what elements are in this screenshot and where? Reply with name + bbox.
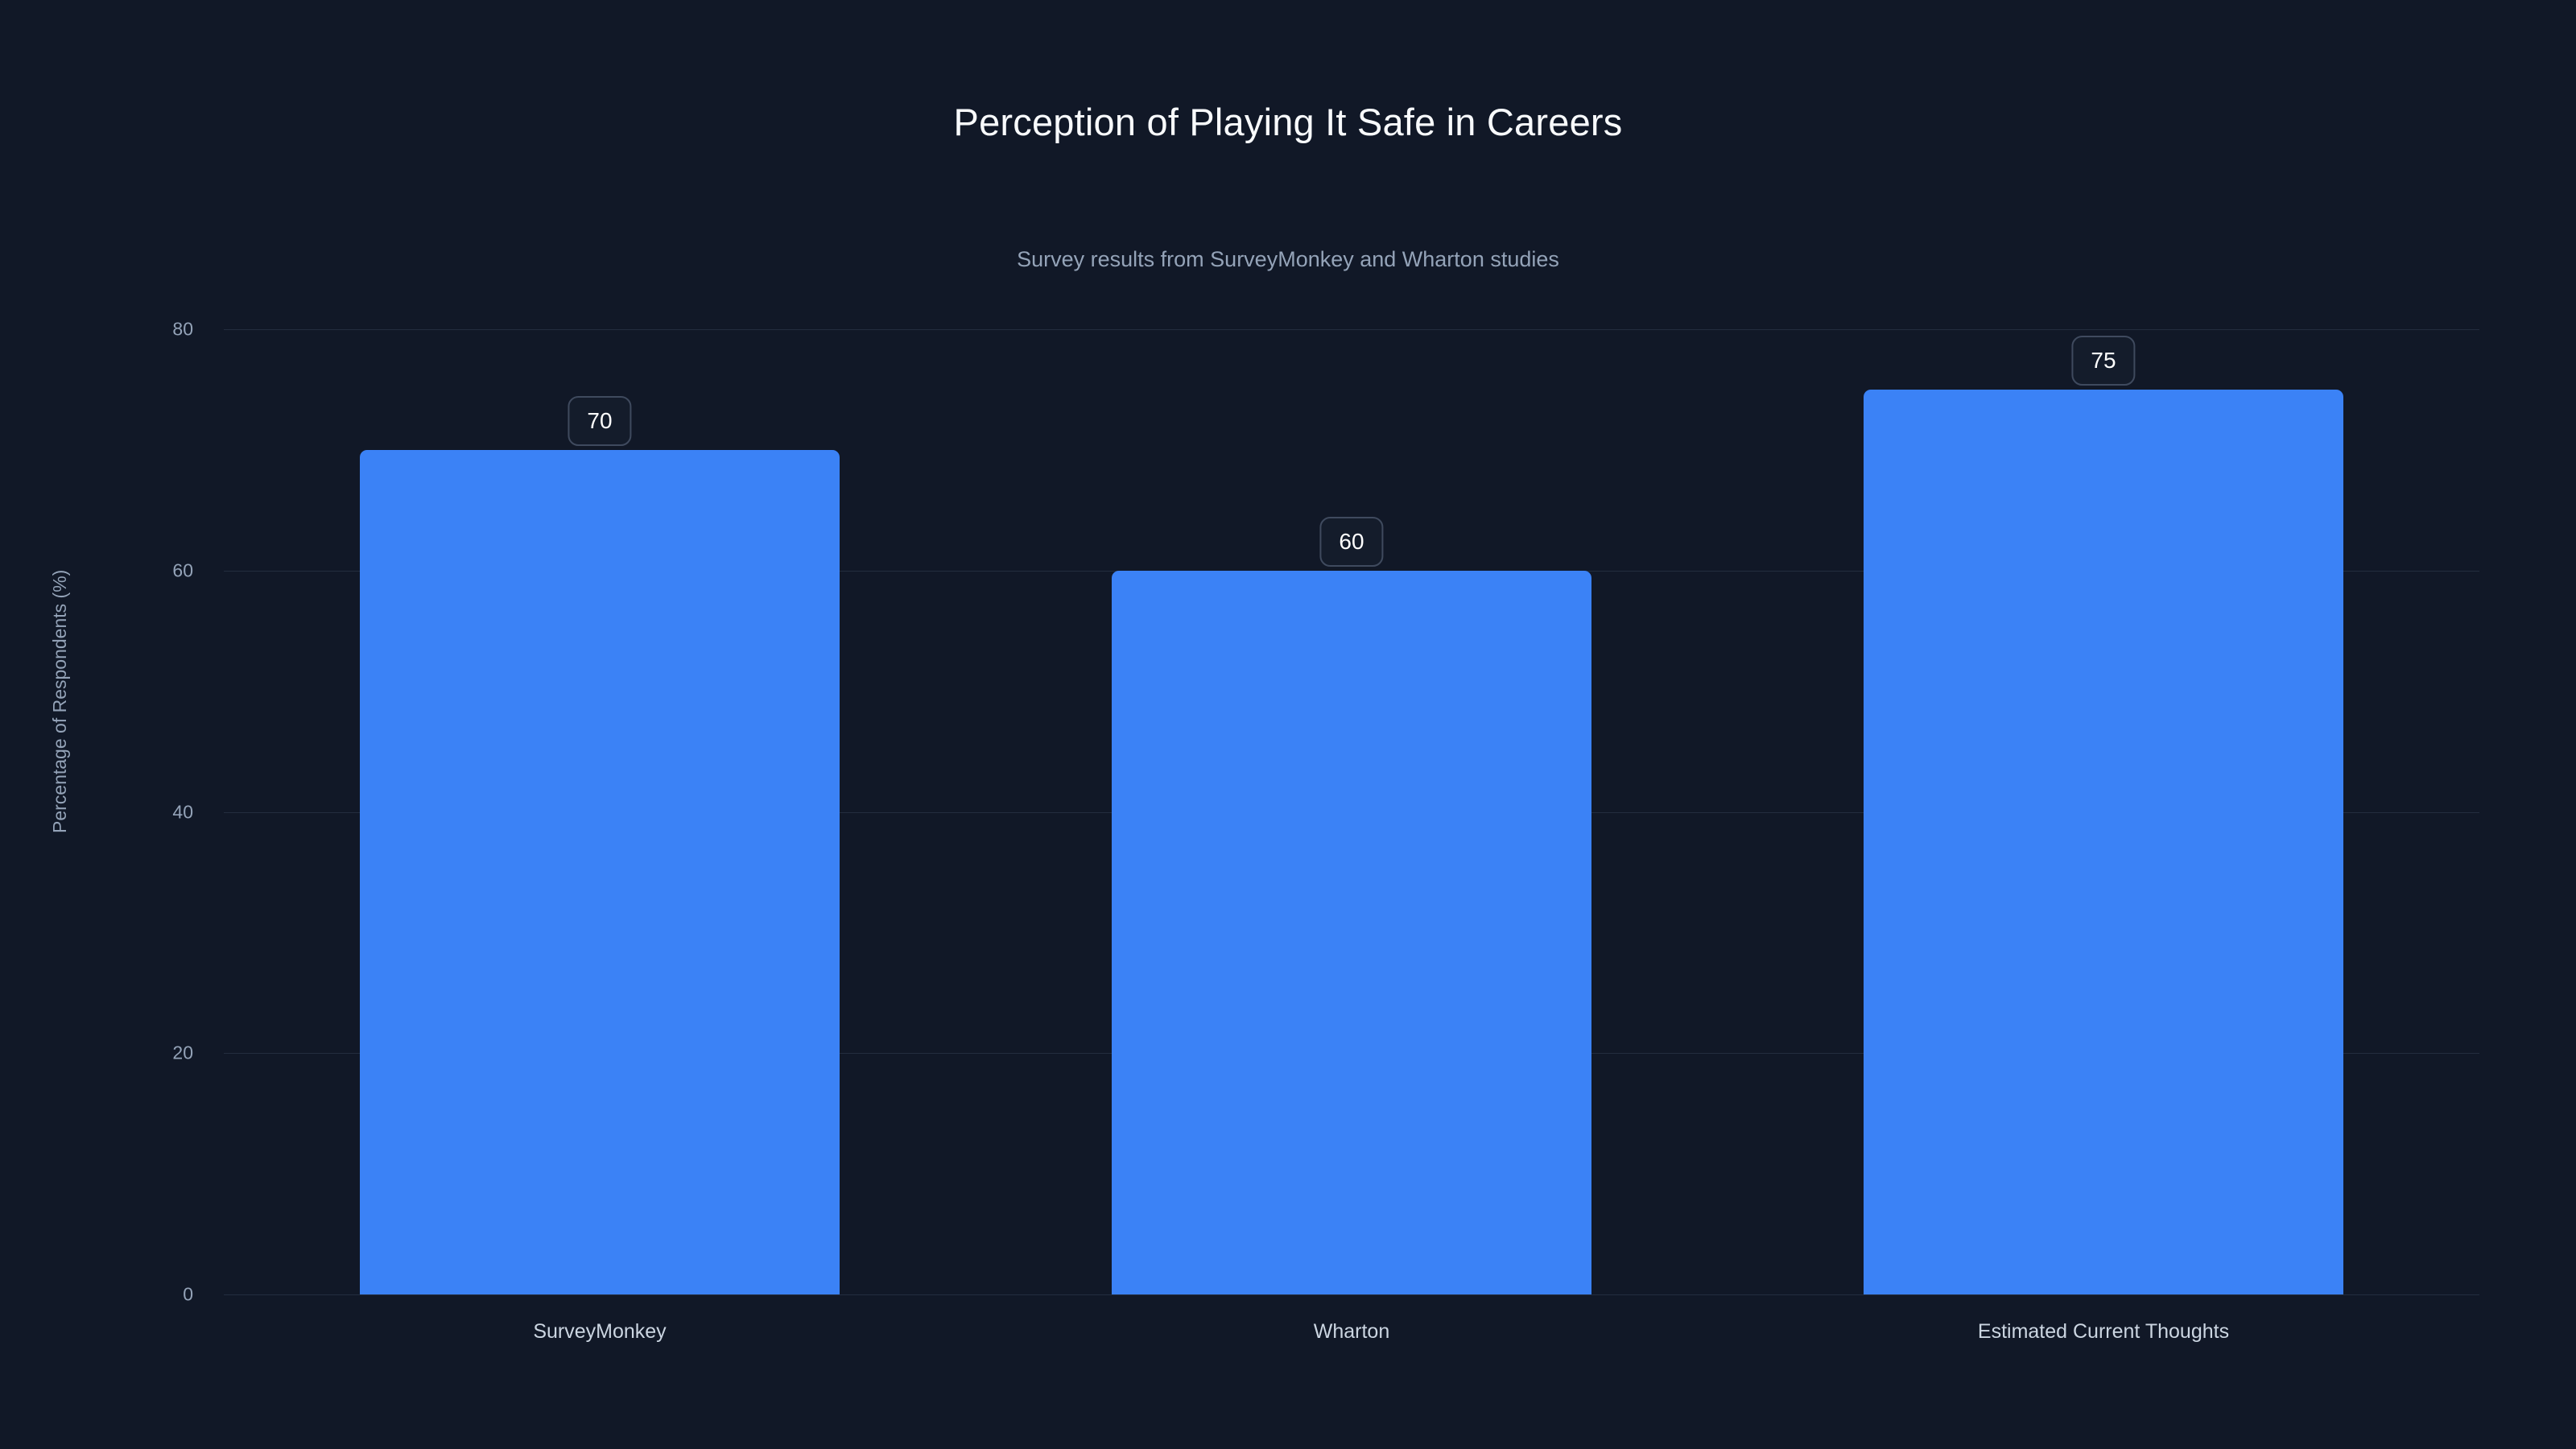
gridline [224,329,2479,330]
bar-value-label: 75 [2071,335,2136,386]
chart-subtitle: Survey results from SurveyMonkey and Wha… [1017,247,1559,271]
plot-area [224,329,2479,1295]
page-title: Perception of Playing It Safe in Careers [953,101,1623,143]
bar-value-label: 60 [1319,516,1384,567]
y-axis-tick-label: 0 [183,1283,193,1305]
y-axis-tick-label: 60 [172,559,193,581]
x-axis-tick-label: Wharton [1313,1320,1390,1343]
y-axis-tick-label: 40 [172,801,193,822]
y-axis-tick-label: 80 [172,318,193,340]
bar[interactable] [1864,389,2343,1294]
y-axis-tick-label: 20 [172,1042,193,1063]
x-axis-tick-label: SurveyMonkey [533,1320,667,1343]
y-axis-label: Percentage of Respondents (%) [49,569,70,833]
bar[interactable] [1112,570,1591,1294]
bar[interactable] [360,449,840,1294]
gridline [224,1294,2479,1295]
x-axis-tick-label: Estimated Current Thoughts [1977,1320,2230,1343]
bar-value-label: 70 [568,395,632,446]
